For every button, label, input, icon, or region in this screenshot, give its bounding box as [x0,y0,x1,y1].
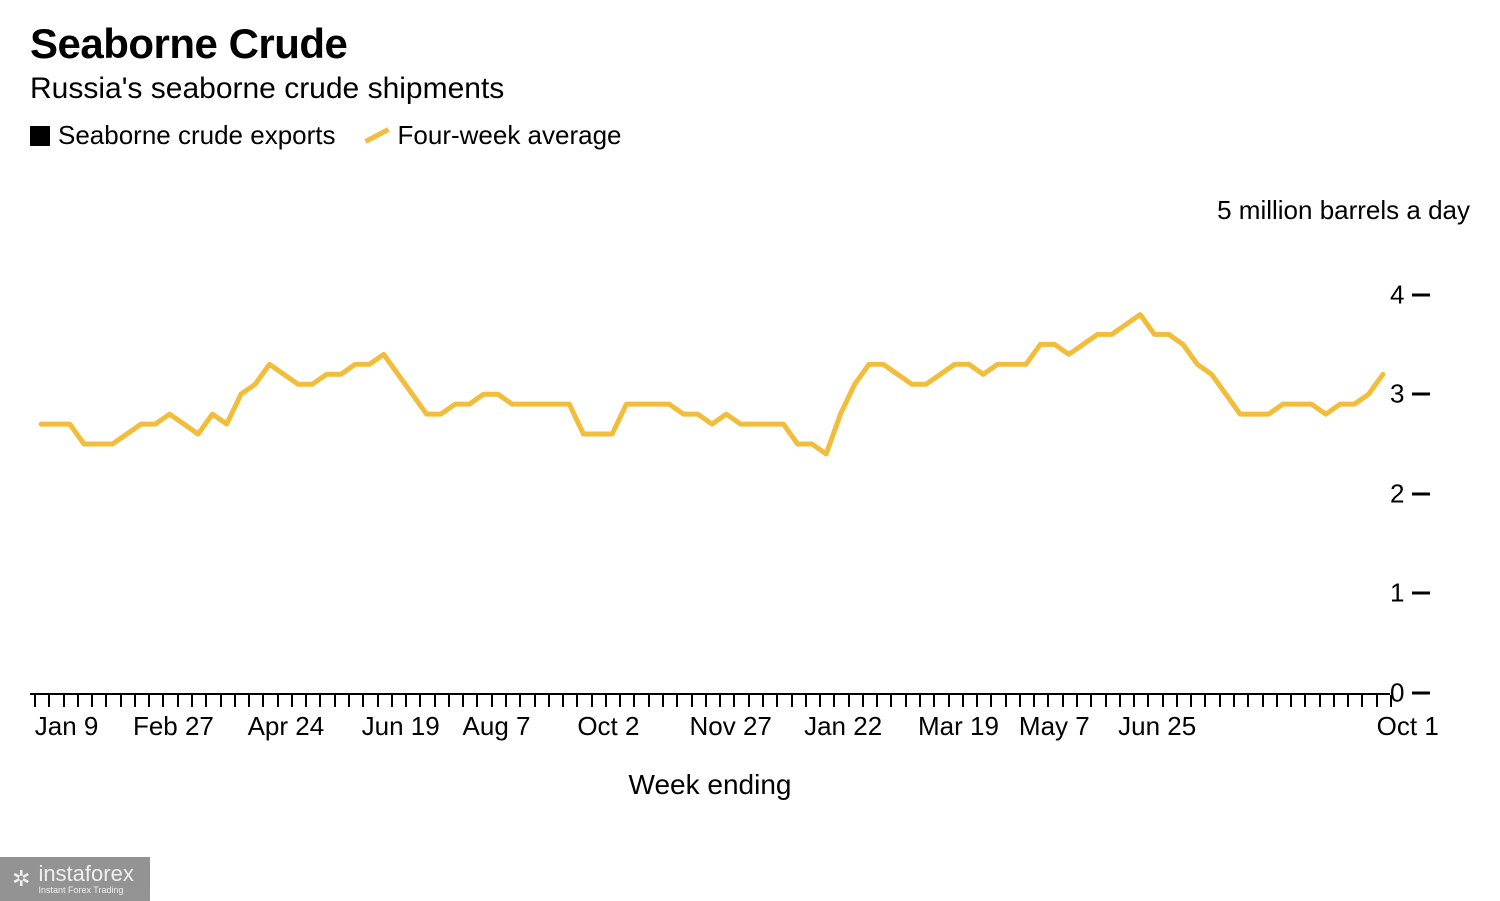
plot-area: 01234 [30,195,1390,695]
x-tick-label: Mar 19 [918,711,999,742]
x-tick-label: Feb 27 [133,711,214,742]
x-tick-label: Nov 27 [689,711,771,742]
legend-item-line: Four-week average [364,120,622,151]
legend-label-bars: Seaborne crude exports [58,120,336,151]
legend-label-line: Four-week average [398,120,622,151]
watermark-tagline: Instant Forex Trading [38,885,133,895]
watermark-brand: instaforex [38,861,133,886]
chart-subtitle: Russia's seaborne crude shipments [30,72,1470,106]
x-tick-label: Aug 7 [463,711,531,742]
chart-title: Seaborne Crude [30,20,1470,68]
x-tick-label: Jan 9 [35,711,99,742]
watermark: ✲ instaforex Instant Forex Trading [0,857,150,901]
x-tick-label: Jun 25 [1118,711,1196,742]
x-tick-label: Oct 1 [1377,711,1439,742]
legend-item-bars: Seaborne crude exports [30,120,336,151]
y-tick: 0 [1390,678,1430,709]
y-tick: 2 [1390,478,1430,509]
x-tick-label: Jun 19 [362,711,440,742]
chart-container: 5 million barrels a day 01234 Jan 9Feb 2… [30,195,1470,801]
x-axis-labels: Jan 9 Feb 27 Apr 24 Jun 19 Aug 7 Oct 2 Nov 27 J… [30,711,1390,749]
globe-icon: ✲ [12,866,30,892]
legend: Seaborne crude exports Four-week average [30,120,1470,151]
y-tick: 3 [1390,379,1430,410]
bar-series [30,195,1390,693]
x-tick-label: Jan 22 [804,711,882,742]
x-axis-ticks [30,695,1390,709]
y-tick: 1 [1390,578,1430,609]
y-axis: 01234 [1390,195,1470,693]
y-tick: 4 [1390,279,1430,310]
line-swatch-icon [364,127,389,144]
x-axis-title: Week ending [30,769,1390,801]
bar-swatch-icon [30,126,50,146]
x-tick-label: Oct 2 [577,711,639,742]
x-tick-label: Apr 24 [248,711,325,742]
x-tick-label: May 7 [1019,711,1090,742]
